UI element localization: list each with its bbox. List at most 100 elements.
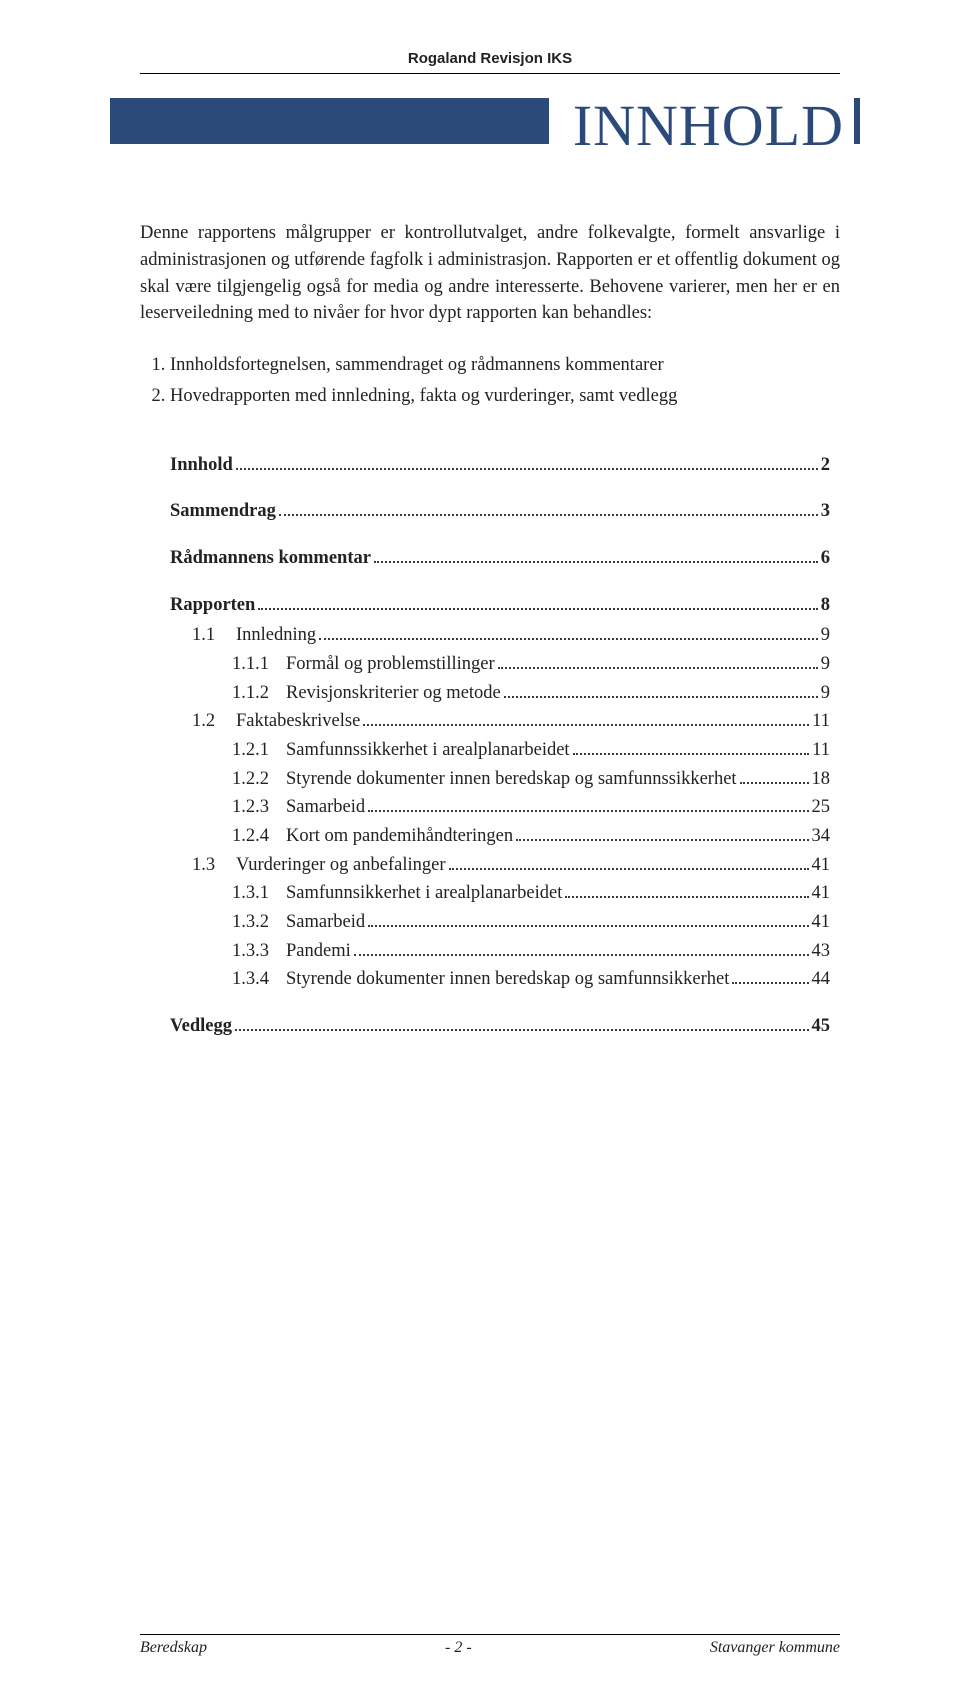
toc-number: 1.3.1: [232, 879, 286, 908]
intro-paragraph: Denne rapportens målgrupper er kontrollu…: [140, 220, 840, 327]
footer-center: - 2 -: [445, 1639, 472, 1657]
toc-entry: 1.3.4Styrende dokumenter innen beredskap…: [170, 965, 830, 994]
toc-leader: [363, 724, 809, 726]
toc-number: 1.1.2: [232, 679, 286, 708]
toc-page: 2: [821, 451, 830, 480]
toc-leader: [498, 667, 818, 669]
toc-label: Vedlegg: [170, 1012, 232, 1041]
intro-block: Denne rapportens målgrupper er kontrollu…: [140, 220, 840, 327]
toc-label: Revisjonskriterier og metode: [286, 679, 501, 708]
toc-label: Samfunnssikkerhet i arealplanarbeidet: [286, 736, 570, 765]
toc-label: Faktabeskrivelse: [236, 707, 360, 736]
toc-leader: [740, 782, 809, 784]
toc-number: 1.1.1: [232, 650, 286, 679]
toc-label: Styrende dokumenter innen beredskap og s…: [286, 965, 729, 994]
toc-entry: Innhold 2: [170, 451, 830, 480]
toc-leader: [504, 696, 818, 698]
toc-entry: 1.2.3Samarbeid 25: [170, 793, 830, 822]
toc-page: 41: [812, 879, 831, 908]
toc-page: 3: [821, 497, 830, 526]
toc-number: 1.2.1: [232, 736, 286, 765]
numbered-list: Innholdsfortegnelsen, sammendraget og rå…: [140, 351, 840, 410]
toc-page: 18: [812, 765, 831, 794]
toc-number: 1.2: [192, 707, 236, 736]
toc-entry: 1.2.1Samfunnssikkerhet i arealplanarbeid…: [170, 736, 830, 765]
toc-leader: [573, 753, 810, 755]
toc-label: Rådmannens kommentar: [170, 544, 371, 573]
list-item: Innholdsfortegnelsen, sammendraget og rå…: [170, 351, 840, 380]
toc-entry: 1.1.2Revisjonskriterier og metode 9: [170, 679, 830, 708]
toc-leader: [368, 810, 808, 812]
toc-leader: [565, 896, 808, 898]
toc-number: 1.3.4: [232, 965, 286, 994]
toc-label: Samarbeid: [286, 793, 365, 822]
toc-leader: [236, 468, 818, 470]
toc-leader: [235, 1029, 808, 1031]
toc-entry: 1.3.1Samfunnsikkerhet i arealplanarbeide…: [170, 879, 830, 908]
toc-leader: [319, 638, 818, 640]
toc-label: Samfunnsikkerhet i arealplanarbeidet: [286, 879, 562, 908]
toc-label: Sammendrag: [170, 497, 276, 526]
toc-entry: Rådmannens kommentar 6: [170, 544, 830, 573]
toc-number: 1.3.2: [232, 908, 286, 937]
toc-leader: [279, 514, 818, 516]
toc-number: 1.2.3: [232, 793, 286, 822]
footer-right: Stavanger kommune: [710, 1639, 840, 1657]
toc-page: 41: [812, 851, 831, 880]
footer-left: Beredskap: [140, 1639, 207, 1657]
toc-page: 9: [821, 679, 830, 708]
toc-leader: [258, 608, 817, 610]
toc-number: 1.3: [192, 851, 236, 880]
toc-number: 1.1: [192, 621, 236, 650]
toc-entry: 1.3.2Samarbeid 41: [170, 908, 830, 937]
toc-label: Innledning: [236, 621, 316, 650]
toc-entry: 1.3Vurderinger og anbefalinger 41: [170, 851, 830, 880]
toc-label: Innhold: [170, 451, 233, 480]
toc-number: 1.3.3: [232, 937, 286, 966]
toc-page: 9: [821, 650, 830, 679]
toc: Innhold 2 Sammendrag 3 Rådmannens kommentar 6…: [140, 451, 840, 1041]
toc-page: 41: [812, 908, 831, 937]
toc-page: 45: [812, 1012, 831, 1041]
header-rule: [140, 73, 840, 74]
toc-page: 6: [821, 544, 830, 573]
toc-entry: 1.1Innledning 9: [170, 621, 830, 650]
toc-label: Samarbeid: [286, 908, 365, 937]
toc-label: Pandemi: [286, 937, 351, 966]
toc-leader: [354, 954, 809, 956]
toc-page: 44: [812, 965, 831, 994]
toc-entry: 1.2.4Kort om pandemihåndteringen 34: [170, 822, 830, 851]
toc-leader: [516, 839, 808, 841]
toc-entry: Vedlegg 45: [170, 1012, 830, 1041]
toc-page: 11: [812, 736, 830, 765]
toc-page: 43: [812, 937, 831, 966]
toc-label: Vurderinger og anbefalinger: [236, 851, 446, 880]
toc-page: 34: [812, 822, 831, 851]
toc-label: Kort om pandemihåndteringen: [286, 822, 513, 851]
toc-label: Styrende dokumenter innen beredskap og s…: [286, 765, 737, 794]
footer-rule: [140, 1634, 840, 1635]
footer-row: Beredskap - 2 - Stavanger kommune: [140, 1639, 840, 1657]
toc-page: 25: [812, 793, 831, 822]
toc-page: 8: [821, 591, 830, 620]
toc-entry: 1.2Faktabeskrivelse 11: [170, 707, 830, 736]
list-item: Hovedrapporten med innledning, fakta og …: [170, 382, 840, 411]
toc-number: 1.2.2: [232, 765, 286, 794]
toc-leader: [368, 925, 808, 927]
toc-leader: [449, 868, 809, 870]
banner: INNHOLD: [110, 92, 860, 182]
toc-entry: Rapporten 8: [170, 591, 830, 620]
header-org: Rogaland Revisjon IKS: [140, 50, 840, 67]
toc-leader: [374, 561, 818, 563]
toc-label: Rapporten: [170, 591, 255, 620]
toc-entry: Sammendrag 3: [170, 497, 830, 526]
toc-entry: 1.1.1Formål og problemstillinger9: [170, 650, 830, 679]
toc-number: 1.2.4: [232, 822, 286, 851]
page: Rogaland Revisjon IKS INNHOLD Denne rapp…: [0, 0, 960, 1701]
banner-title: INNHOLD: [549, 92, 854, 161]
toc-page: 9: [821, 621, 830, 650]
toc-page: 11: [812, 707, 830, 736]
toc-entry: 1.3.3Pandemi 43: [170, 937, 830, 966]
toc-leader: [732, 982, 808, 984]
footer: Beredskap - 2 - Stavanger kommune: [140, 1634, 840, 1657]
